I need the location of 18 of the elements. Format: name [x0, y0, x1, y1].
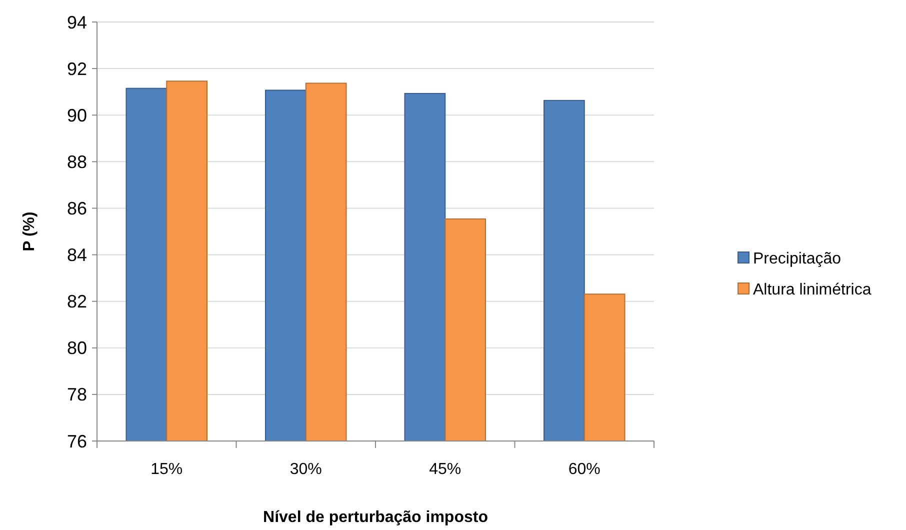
- y-tick-label: 82: [66, 292, 87, 312]
- x-tick-label: 45%: [429, 461, 462, 478]
- y-tick-label: 88: [66, 152, 87, 172]
- y-tick-label: 94: [66, 12, 87, 32]
- legend-label: Altura linimétrica: [753, 282, 872, 299]
- y-tick-label: 92: [66, 58, 87, 79]
- y-axis-title: P (%): [21, 212, 38, 252]
- legend-label: Precipitação: [753, 250, 842, 268]
- x-tick-label: 60%: [568, 461, 600, 478]
- x-tick-label: 30%: [290, 461, 322, 478]
- x-axis-title: Nível de perturbação imposto: [263, 509, 488, 526]
- x-tick-label: 15%: [150, 461, 183, 478]
- y-tick-label: 90: [66, 105, 87, 126]
- y-tick-label: 78: [66, 384, 87, 405]
- y-tick-label: 84: [66, 245, 87, 266]
- y-tick-label: 76: [66, 431, 87, 452]
- y-tick-label: 80: [66, 338, 87, 358]
- y-tick-label: 86: [66, 198, 87, 219]
